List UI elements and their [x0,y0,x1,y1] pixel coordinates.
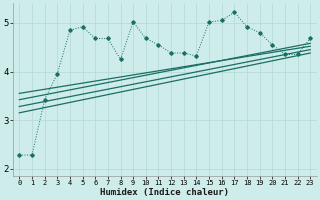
X-axis label: Humidex (Indice chaleur): Humidex (Indice chaleur) [100,188,229,197]
